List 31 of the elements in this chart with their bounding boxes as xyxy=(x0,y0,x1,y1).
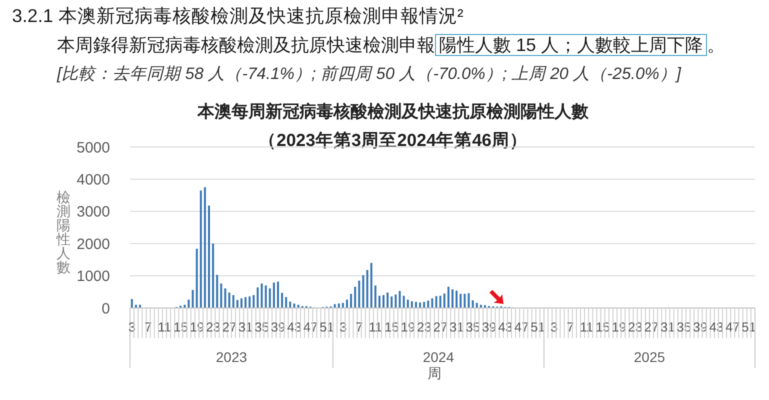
x-tick-label: 27 xyxy=(644,320,659,334)
y-tick-label: 0 xyxy=(102,300,110,318)
y-tick-label: 1000 xyxy=(76,268,110,286)
x-tick-label: 51 xyxy=(320,320,334,334)
y-tick-label: 2000 xyxy=(76,236,110,253)
text: 。 xyxy=(707,35,726,55)
x-tick-label: 47 xyxy=(303,320,318,334)
text: [比較：去年同期 58 人（-74.1%）; 前四周 50 人（-70.0%）; 上周 20 人（-25.0%）] xyxy=(57,64,681,85)
x-tick-label: 51 xyxy=(742,320,756,334)
chart-title: 本澳每周新冠病毒核酸檢測及快速抗原檢測陽性人數 xyxy=(198,101,588,123)
y-tick-label: 4000 xyxy=(76,172,110,189)
x-tick-label: 11 xyxy=(368,320,382,334)
text: 陽性人數 15 人；人數較上周下降 xyxy=(435,34,708,56)
y-tick-label: 5000 xyxy=(76,139,110,156)
x-tick-label: 31 xyxy=(449,320,464,334)
x-tick-label: 47 xyxy=(725,320,740,334)
text: 本周錄得新冠病毒核酸檢測及抗原快速檢測申報 xyxy=(57,35,435,55)
text: 2023 xyxy=(216,349,248,365)
y-axis-title: 檢測陽性人數 xyxy=(56,189,71,275)
x-axis-title: 周 xyxy=(428,365,442,381)
text: 2025 xyxy=(634,349,666,365)
x-tick-label: 27 xyxy=(222,320,237,334)
x-tick-label: 11 xyxy=(580,320,594,334)
x-tick-label: 51 xyxy=(530,320,546,334)
x-tick-label: 11 xyxy=(158,320,172,334)
text: 2024 xyxy=(422,349,454,365)
x-tick-label: 47 xyxy=(514,320,529,334)
y-tick-label: 3000 xyxy=(76,204,110,221)
text: 3.2.1 本澳新冠病毒核酸檢測及快速抗原檢測申報情況² xyxy=(12,4,464,28)
x-tick-label: 31 xyxy=(238,320,253,334)
x-tick-label: 31 xyxy=(660,320,675,334)
